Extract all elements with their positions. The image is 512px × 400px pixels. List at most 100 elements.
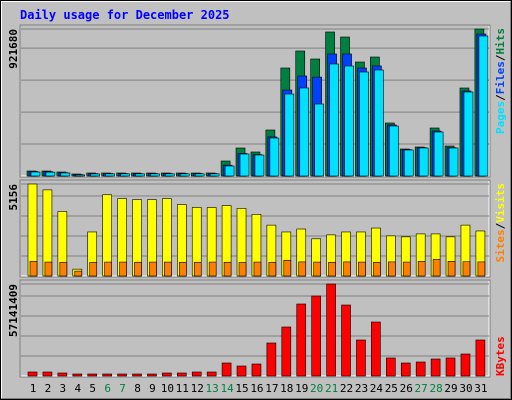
bar [45,171,56,177]
x-tick-label: 5 [89,382,96,395]
bar [149,261,157,277]
bar [44,261,53,277]
bar [180,173,190,177]
bar [313,261,321,277]
x-tick-label: 11 [176,382,189,395]
bar [341,304,351,377]
bar [403,149,414,177]
bar [104,261,112,277]
x-tick-label: 4 [74,382,81,395]
legend-entry: Sites [494,229,507,262]
bar [298,261,307,277]
bar [164,261,172,277]
x-tick-label: 23 [355,382,368,395]
bar [60,172,71,177]
bar [314,103,324,177]
x-tick-label: 21 [325,382,338,395]
x-tick-label: 9 [149,382,156,395]
x-tick-label: 16 [250,382,263,395]
bar [343,261,351,277]
x-tick-label: 17 [265,382,278,395]
bar [72,373,83,377]
bar [266,342,277,377]
bar [120,173,130,177]
bar [179,261,187,277]
bar [447,261,456,277]
x-tick-label: 22 [340,382,353,395]
bar [27,371,38,377]
bar [150,173,160,177]
x-tick-label: 12 [191,382,204,395]
bar [460,353,471,377]
bar [238,262,247,277]
x-tick-label: 29 [444,382,457,395]
bar [165,173,175,177]
bar [208,261,217,277]
bar [191,371,202,377]
x-tick-label: 13 [206,382,219,395]
x-tick-label: 2 [45,382,52,395]
bar [117,373,127,377]
x-tick-label: 3 [60,382,67,395]
bar [329,63,339,177]
bar [311,295,321,377]
bar [356,339,366,377]
legend-entry: KBytes [494,336,507,376]
bar [281,326,292,377]
legend: KBytes [494,336,507,376]
x-tick-label: 31 [474,382,487,395]
bar [147,373,157,377]
x-tick-label: 24 [370,382,384,395]
bar [42,371,53,377]
bar [344,65,354,177]
bar [284,93,295,177]
bar [462,261,471,277]
x-tick-label: 19 [295,382,308,395]
bar [359,71,369,177]
x-tick-label: 10 [161,382,174,395]
bar [269,137,280,177]
bar [177,372,187,377]
bar [221,362,232,377]
bar [283,259,292,277]
bar [90,173,101,177]
bar [59,261,68,277]
bar [102,373,112,377]
bar [224,165,235,177]
bar [193,261,202,277]
bar [299,87,310,177]
bar [132,373,142,377]
bar [418,147,429,177]
bar [30,171,41,177]
bar [477,261,486,277]
legend-separator: / [494,54,507,61]
bar [162,372,172,377]
x-tick-label: 7 [119,382,126,395]
bar [389,125,399,177]
legend-entry: Visits [494,183,507,223]
legend-separator: / [494,94,507,101]
bar [432,259,441,277]
legend: Pages/Files/Hits [494,28,507,134]
x-tick-label: 25 [385,382,398,395]
panel-bevel [21,181,490,277]
legend-entry: Files [494,61,507,94]
bar [268,261,277,277]
bar [239,153,250,177]
bar [105,173,115,177]
x-tick-label: 14 [220,382,234,395]
bar [374,69,384,177]
x-tick-label: 26 [400,382,413,395]
bar [236,365,247,377]
legend-separator: / [494,222,507,229]
x-tick-label: 27 [415,382,428,395]
x-tick-label: 30 [459,382,472,395]
x-tick-label: 6 [104,382,111,395]
bar [433,131,444,177]
bar [326,283,336,377]
chart-title: Daily usage for December 2025 [20,8,230,22]
y-tick-label: 57141409 [7,284,20,337]
